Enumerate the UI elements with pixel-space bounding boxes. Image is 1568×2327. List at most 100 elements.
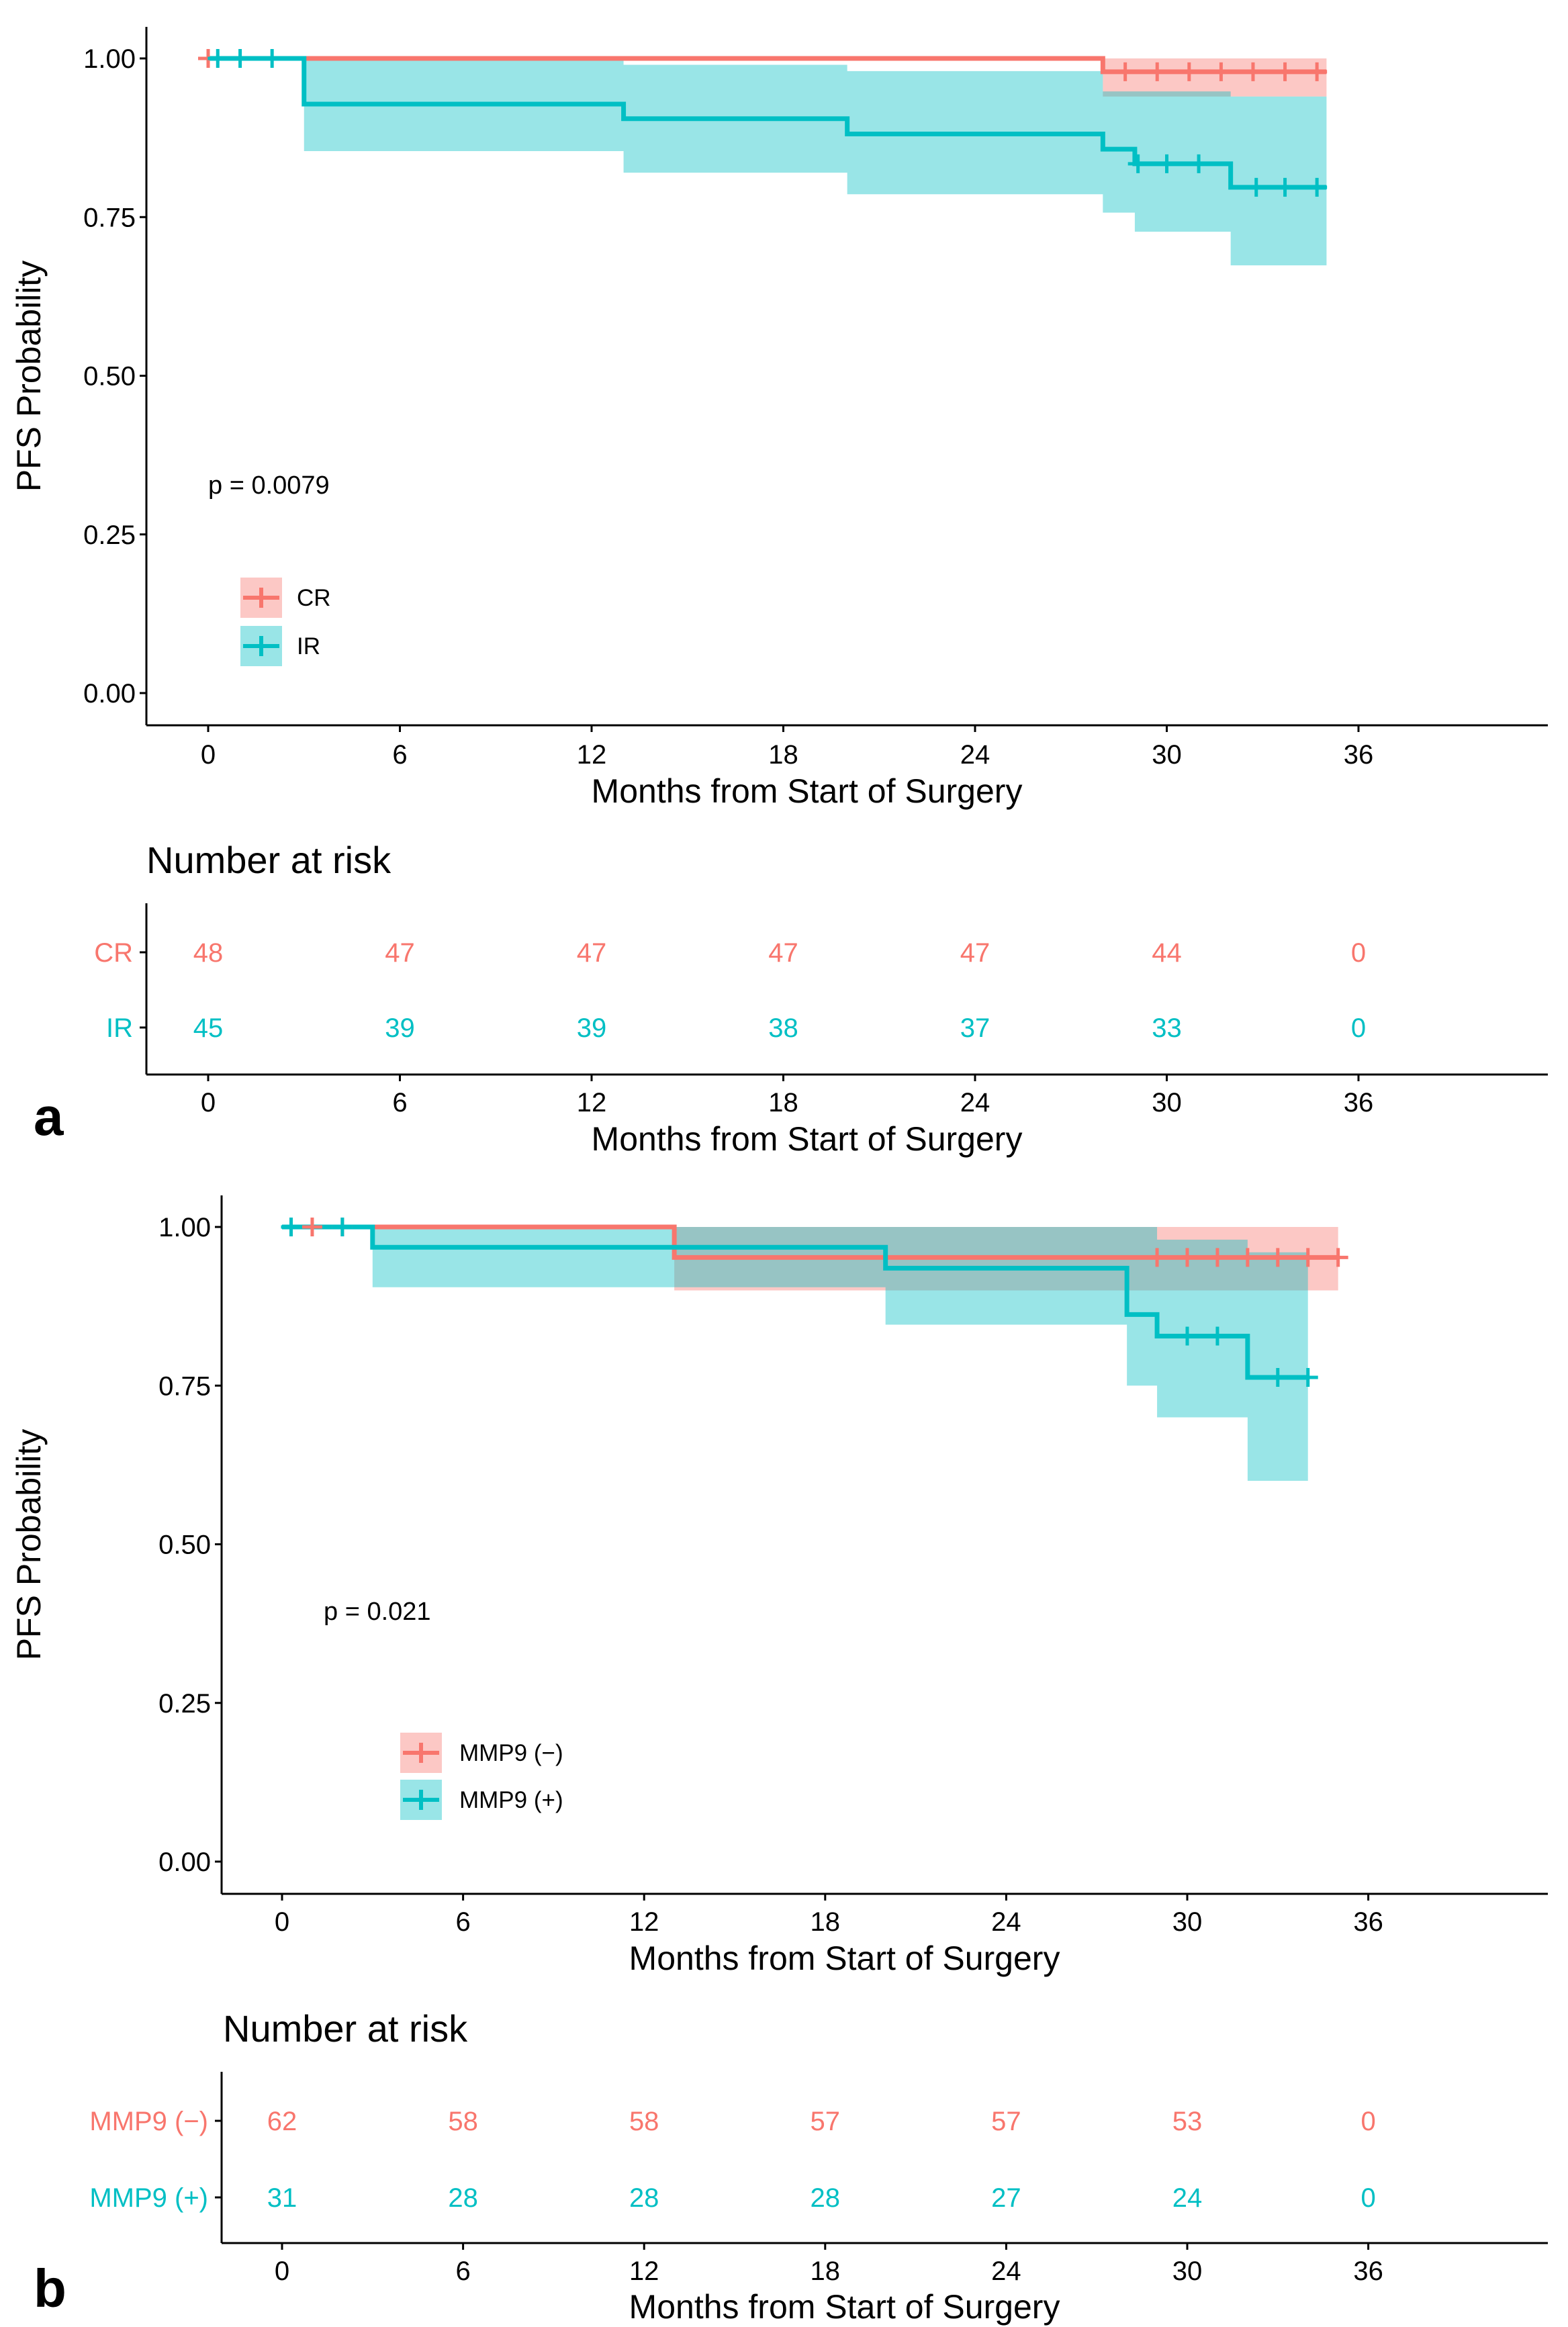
x-tick-label: 36	[1353, 1907, 1383, 1937]
censor-mark	[302, 1218, 322, 1236]
x-tick-label: 0	[275, 1907, 289, 1937]
p-value: p = 0.0079	[208, 471, 330, 500]
risk-count: 28	[811, 2183, 841, 2213]
x-tick-label: 24	[991, 1907, 1021, 1937]
x-tick-label: 6	[455, 1907, 470, 1937]
y-axis-title: PFS Probability	[10, 261, 48, 492]
risk-count: 58	[448, 2107, 478, 2136]
risk-x-tick-label: 12	[577, 1088, 607, 1117]
risk-x-tick-label: 30	[1172, 2256, 1203, 2286]
risk-count: 33	[1152, 1013, 1182, 1043]
censor-mark	[1207, 1248, 1228, 1267]
risk-count: 47	[385, 938, 415, 968]
censor-mark	[1189, 154, 1209, 173]
risk-x-tick-label: 36	[1344, 1088, 1374, 1117]
censor-mark	[332, 1218, 353, 1236]
censor-mark	[1115, 62, 1136, 81]
risk-count: 0	[1351, 1013, 1366, 1043]
censor-mark	[1275, 177, 1295, 197]
censor-mark	[1207, 1326, 1228, 1346]
x-tick-label: 12	[629, 1907, 659, 1937]
censor-mark	[230, 49, 250, 68]
censor-mark	[1211, 62, 1232, 81]
risk-count: 0	[1361, 2183, 1375, 2213]
risk-row-label: IR	[106, 1013, 133, 1043]
censor-mark	[1242, 62, 1263, 81]
legend-key-line	[403, 1790, 439, 1810]
ci-band-series-0	[208, 58, 1327, 97]
censor-mark	[1297, 1248, 1318, 1267]
risk-x-tick-label: 24	[991, 2256, 1021, 2286]
y-tick-label: 0.25	[158, 1689, 211, 1719]
censor-mark	[1246, 177, 1266, 197]
legend-label: IR	[297, 633, 320, 659]
risk-count: 53	[1172, 2107, 1203, 2136]
y-tick-label: 0.75	[83, 203, 136, 232]
censor-mark	[1127, 154, 1148, 173]
censor-mark	[1237, 1248, 1258, 1267]
risk-count: 37	[960, 1013, 990, 1043]
x-tick-label: 30	[1172, 1907, 1203, 1937]
risk-x-tick-label: 6	[392, 1088, 407, 1117]
risk-x-tick-label: 12	[629, 2256, 659, 2286]
risk-x-axis-title: Months from Start of Surgery	[592, 1120, 1023, 1158]
survival-curve-series-1	[208, 56, 1327, 190]
risk-count: 45	[193, 1013, 224, 1043]
km-panel-a: 0.00 0.25 0.50 0.75 1.00 0 6 12 18 24 30 36 Months f…	[10, 27, 1548, 1158]
legend-label: MMP9 (−)	[459, 1740, 563, 1766]
y-tick-label: 0.00	[83, 679, 136, 709]
legend-label: CR	[297, 585, 331, 611]
legend-label: MMP9 (+)	[459, 1787, 563, 1813]
y-tick-label: 0.50	[83, 362, 136, 392]
ci-band-series-1	[282, 1227, 1308, 1481]
risk-count: 28	[629, 2183, 659, 2213]
censor-mark	[1307, 62, 1328, 81]
x-axis-title: Months from Start of Surgery	[629, 1940, 1060, 1977]
risk-row-label: CR	[94, 938, 133, 968]
censor-mark	[1147, 62, 1168, 81]
risk-count: 39	[385, 1013, 415, 1043]
risk-count: 31	[267, 2183, 297, 2213]
risk-x-tick-label: 36	[1353, 2256, 1383, 2286]
panel-label: b	[34, 2258, 66, 2318]
censor-mark	[1267, 1248, 1288, 1267]
y-tick-label: 0.00	[158, 1847, 211, 1877]
censor-mark	[1275, 62, 1295, 81]
y-axis-title: PFS Probability	[10, 1429, 48, 1661]
censor-mark	[1156, 154, 1177, 173]
y-tick-label: 0.50	[158, 1531, 211, 1560]
risk-x-axis-title: Months from Start of Surgery	[629, 2288, 1060, 2326]
x-tick-label: 0	[201, 740, 216, 770]
legend-key-line	[403, 1743, 439, 1763]
y-tick-label: 1.00	[83, 44, 136, 74]
risk-row-label: MMP9 (−)	[89, 2107, 208, 2136]
risk-x-tick-label: 6	[455, 2256, 470, 2286]
risk-x-tick-label: 0	[275, 2256, 289, 2286]
risk-count: 39	[577, 1013, 607, 1043]
x-tick-label: 36	[1344, 740, 1374, 770]
censor-mark	[1177, 1326, 1197, 1346]
risk-x-tick-label: 24	[960, 1088, 990, 1117]
legend-key-line	[243, 636, 279, 656]
censor-mark	[1328, 1248, 1348, 1267]
ci-band-series-1	[208, 58, 1327, 266]
censor-mark	[262, 49, 283, 68]
censor-mark	[1267, 1367, 1288, 1387]
survival-curve-series-0	[282, 1224, 1338, 1260]
x-tick-label: 24	[960, 740, 990, 770]
x-tick-label: 18	[811, 1907, 841, 1937]
risk-table-title: Number at risk	[146, 839, 391, 881]
risk-count: 24	[1172, 2183, 1203, 2213]
risk-count: 47	[768, 938, 798, 968]
risk-count: 27	[991, 2183, 1021, 2213]
x-tick-label: 30	[1152, 740, 1182, 770]
risk-count: 44	[1152, 938, 1182, 968]
risk-count: 47	[577, 938, 607, 968]
censor-mark	[1179, 62, 1199, 81]
risk-count: 58	[629, 2107, 659, 2136]
y-tick-label: 1.00	[158, 1213, 211, 1242]
x-tick-label: 18	[768, 740, 798, 770]
km-panel-b: 0.00 0.25 0.50 0.75 1.00 0 6 12 18 24 30 36 Months f…	[10, 1195, 1548, 2326]
risk-count: 28	[448, 2183, 478, 2213]
